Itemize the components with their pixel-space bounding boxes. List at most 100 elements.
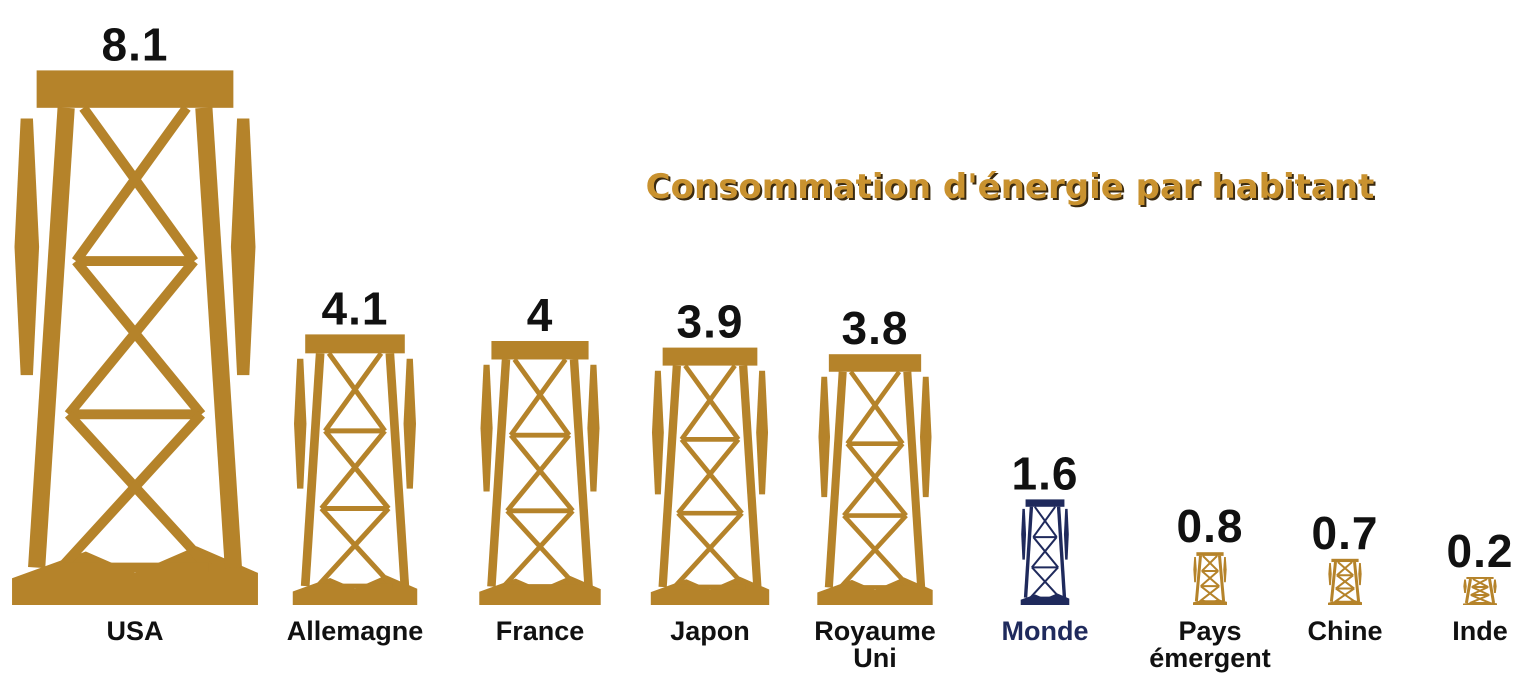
tower-insulator <box>1493 579 1497 593</box>
tower-brace <box>64 257 198 418</box>
category-label: Pays émergent <box>1149 616 1271 673</box>
tower-brace <box>845 370 902 446</box>
value-label: 0.8 <box>1177 500 1244 552</box>
tower-leg <box>824 371 847 588</box>
tower-brace <box>1031 536 1058 568</box>
category-label: Chine <box>1307 616 1383 646</box>
tower-ground <box>817 577 933 605</box>
tower-brace <box>57 411 206 571</box>
tower-brace <box>1201 555 1218 572</box>
tower <box>292 334 418 605</box>
tower-insulator <box>1223 556 1227 583</box>
tower-brace <box>64 411 213 571</box>
tower-insulator <box>756 370 769 495</box>
tower-brace <box>315 506 391 588</box>
tower-brace <box>838 513 908 590</box>
category-label: Allemagne <box>286 616 424 646</box>
tower-brace <box>323 429 391 511</box>
tower-ground <box>292 575 418 605</box>
value-label: 4 <box>527 289 554 341</box>
tower-ground <box>1020 593 1070 605</box>
tower-brace <box>71 104 191 264</box>
tower-insulator <box>403 358 416 489</box>
category-label: USA <box>106 616 164 646</box>
tower-insulator <box>1063 508 1069 560</box>
tower-insulator <box>1193 556 1197 583</box>
tower-leg <box>28 107 75 569</box>
tower-leg <box>903 371 926 588</box>
tower <box>1020 499 1070 605</box>
tower-insulator <box>651 370 664 495</box>
tower-brace <box>508 358 568 437</box>
tower-insulator <box>818 376 831 498</box>
tower-brace <box>848 370 905 446</box>
tower-top <box>305 334 405 354</box>
tower-insulator <box>1358 562 1362 586</box>
tower-brace <box>72 257 206 418</box>
tower-brace <box>1199 585 1220 603</box>
tower-brace <box>1334 587 1355 603</box>
tower-top <box>1331 558 1359 563</box>
tower-insulator <box>230 118 256 376</box>
tower-insulator <box>14 118 40 376</box>
tower-brace <box>505 433 572 513</box>
tower-brace <box>1033 506 1058 538</box>
tower <box>817 354 933 605</box>
tower <box>650 347 770 605</box>
value-label: 8.1 <box>102 18 169 70</box>
tower-insulator <box>587 364 600 492</box>
value-label: 1.6 <box>1012 447 1079 499</box>
tower-insulator <box>919 376 932 498</box>
tower-brace <box>842 513 912 590</box>
tower-brace <box>319 506 395 588</box>
tower-brace <box>1335 574 1354 590</box>
value-label: 3.8 <box>842 302 909 354</box>
tower-leg <box>195 107 242 569</box>
category-label: Japon <box>670 616 750 646</box>
tower-leg <box>1329 561 1337 602</box>
tower-brace <box>683 364 741 441</box>
value-label: 0.2 <box>1447 525 1514 577</box>
tower-brace <box>1029 566 1059 599</box>
tower-brace <box>1469 594 1490 604</box>
tower-ground <box>650 576 770 605</box>
tower-brace <box>1031 566 1061 599</box>
tower-leg <box>385 353 410 587</box>
tower-insulator <box>1463 579 1467 593</box>
tower-brace <box>676 437 741 515</box>
value-label: 0.7 <box>1312 507 1379 559</box>
tower-top <box>1466 577 1494 579</box>
tower <box>1193 552 1227 605</box>
tower <box>1463 577 1497 605</box>
category-label: Inde <box>1452 616 1508 646</box>
tower-leg <box>1353 561 1361 602</box>
tower-insulator <box>1021 508 1027 560</box>
value-label: 3.9 <box>677 296 744 348</box>
tower-brace <box>1470 586 1489 596</box>
tower-leg <box>569 359 593 587</box>
tower-top <box>662 347 758 366</box>
tower-brace <box>326 351 387 433</box>
tower-leg <box>300 353 325 587</box>
tower <box>479 341 601 605</box>
chart-title: Consommation d'énergie par habitant <box>646 167 1375 207</box>
tower-leg <box>1464 578 1472 604</box>
tower-top <box>1025 499 1065 507</box>
tower-top <box>828 354 922 372</box>
tower-insulator <box>294 358 307 489</box>
tower-insulator <box>1328 562 1332 586</box>
tower-leg <box>1194 555 1202 602</box>
category-label: Royaume Uni <box>814 616 936 673</box>
tower-brace <box>672 511 744 589</box>
tower-leg <box>739 365 762 588</box>
tower-brace <box>501 509 575 589</box>
tower-leg <box>1218 555 1226 602</box>
tower-leg <box>1056 506 1067 598</box>
tower-brace <box>845 442 908 518</box>
tower-ground <box>479 575 601 605</box>
tower <box>12 70 258 605</box>
tower-brace <box>1200 570 1219 587</box>
tower-top <box>36 70 234 108</box>
category-label: France <box>495 616 585 646</box>
